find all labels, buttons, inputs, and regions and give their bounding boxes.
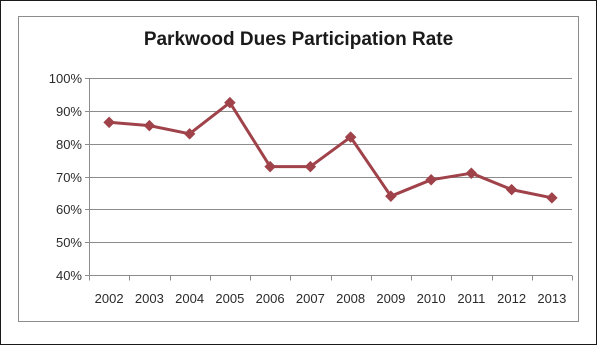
x-tick-label: 2011	[457, 291, 485, 306]
axes	[85, 78, 573, 281]
x-tick-label: 2002	[95, 291, 124, 306]
x-tick-label: 2004	[175, 291, 204, 306]
series-group	[103, 96, 558, 204]
x-tick-label: 2012	[497, 291, 526, 306]
series	[103, 96, 558, 204]
y-tick-label: 70%	[56, 170, 82, 185]
y-tick-label: 50%	[56, 235, 82, 250]
x-tick-labels: 2002 2003 2004 2005 2006 2007 2008 2009 2010 2011…	[95, 291, 567, 306]
y-tick-label: 90%	[56, 104, 82, 119]
data-point-marker	[183, 127, 196, 140]
data-point-marker	[344, 131, 357, 143]
x-tick-label: 2005	[215, 291, 244, 306]
x-tick-label: 2010	[417, 291, 446, 306]
x-tick-label: 2013	[537, 291, 566, 306]
gridlines	[89, 78, 572, 243]
data-point-marker	[465, 167, 478, 180]
data-point-marker	[224, 96, 236, 109]
x-tick-label: 2003	[135, 291, 164, 306]
chart-area	[18, 16, 579, 322]
x-tick-label: 2008	[336, 291, 365, 306]
y-tick-label: 40%	[56, 268, 82, 283]
y-tick-label: 80%	[56, 137, 82, 152]
data-point-marker	[546, 191, 558, 204]
data-point-marker	[385, 190, 397, 203]
x-tick-label: 2009	[376, 291, 405, 306]
data-point-marker	[505, 183, 518, 196]
data-point-marker	[143, 119, 156, 132]
y-tick-label: 60%	[56, 202, 82, 217]
x-tick-label: 2006	[256, 291, 285, 306]
y-tick-labels: 40% 50% 60% 70% 80% 90% 100%	[49, 71, 83, 283]
data-point-marker	[425, 173, 437, 186]
chart-title: Parkwood Dues Participation Rate	[143, 29, 454, 50]
series-line	[107, 101, 554, 200]
data-point-marker	[264, 160, 276, 173]
x-tick-label: 2007	[296, 291, 325, 306]
data-point-marker	[103, 116, 115, 129]
data-point-marker	[304, 160, 317, 173]
y-tick-label: 100%	[49, 71, 83, 86]
